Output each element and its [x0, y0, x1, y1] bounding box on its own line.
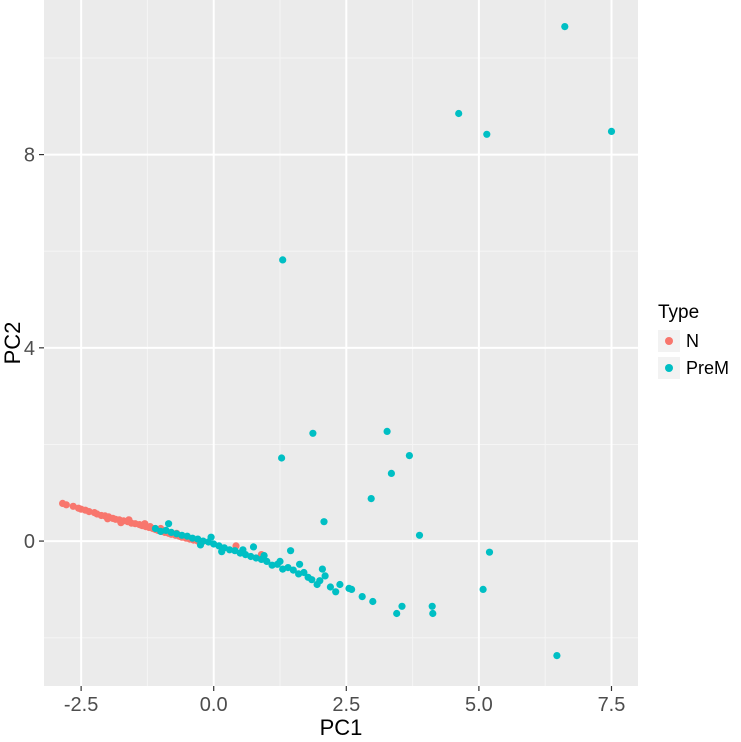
y-axis: 0 4 8 — [24, 145, 44, 553]
legend-items: N PreM — [658, 330, 729, 379]
x-axis: -2.5 0.0 2.5 5.0 7.5 — [64, 686, 625, 716]
point-prem — [383, 427, 391, 435]
x-axis-title: PC1 — [320, 715, 363, 740]
point-prem — [369, 597, 377, 606]
point-prem — [207, 533, 215, 541]
legend-label-prem: PreM — [686, 358, 729, 378]
point-prem — [485, 548, 494, 556]
point-prem — [483, 130, 491, 138]
point-prem — [387, 469, 395, 477]
point-prem — [165, 520, 173, 528]
point-prem — [278, 454, 286, 462]
point-prem — [276, 557, 284, 566]
x-tick-label: 7.5 — [598, 694, 626, 716]
legend-key-prem — [665, 364, 673, 372]
point-prem — [263, 557, 271, 566]
point-prem — [348, 585, 356, 594]
point-prem — [260, 552, 268, 560]
y-tick-label: 0 — [24, 531, 35, 553]
point-prem — [239, 546, 247, 554]
point-prem — [326, 583, 334, 591]
point-prem — [231, 547, 239, 555]
point-prem — [151, 524, 159, 533]
point-n — [104, 515, 112, 523]
plot-panel — [44, 0, 638, 686]
point-prem — [336, 580, 344, 589]
point-prem — [218, 548, 226, 556]
legend-title: Type — [658, 302, 699, 323]
point-prem — [553, 652, 561, 660]
legend-key-n — [665, 337, 673, 345]
point-prem — [320, 518, 328, 526]
point-prem — [332, 588, 340, 596]
point-prem — [157, 527, 165, 536]
major-gridlines — [44, 0, 638, 686]
point-prem — [279, 256, 287, 264]
point-prem — [415, 531, 424, 539]
point-prem — [479, 585, 487, 594]
point-prem — [367, 495, 375, 503]
legend-label-n: N — [686, 331, 699, 351]
point-prem — [249, 543, 258, 551]
point-prem — [318, 565, 326, 573]
legend: Type N PreM — [658, 302, 729, 379]
point-prem — [268, 561, 276, 569]
point-n — [117, 519, 125, 527]
point-prem — [196, 541, 205, 549]
minor-gridlines — [44, 0, 638, 686]
point-n — [62, 501, 70, 509]
x-tick-label: -2.5 — [64, 694, 98, 716]
x-tick-label: 2.5 — [332, 694, 360, 716]
point-prem — [279, 565, 287, 573]
y-axis-title: PC2 — [0, 322, 25, 365]
point-prem — [358, 593, 366, 601]
point-prem — [429, 609, 437, 618]
point-prem — [296, 560, 304, 568]
point-prem — [321, 572, 329, 580]
point-prem — [194, 535, 202, 543]
point-prem — [405, 452, 413, 460]
point-n — [141, 520, 149, 528]
point-prem — [428, 602, 436, 610]
point-prem — [313, 580, 321, 589]
point-prem — [607, 127, 616, 135]
point-prem — [455, 109, 463, 118]
point-prem — [287, 547, 295, 555]
point-prem — [393, 609, 401, 618]
point-n — [125, 516, 133, 524]
y-tick-label: 4 — [24, 338, 35, 360]
x-tick-label: 5.0 — [465, 694, 493, 716]
x-tick-label: 0.0 — [200, 694, 228, 716]
data-points — [59, 23, 616, 660]
point-prem — [309, 429, 317, 437]
point-prem — [561, 23, 569, 31]
point-prem — [304, 573, 312, 581]
y-tick-label: 8 — [24, 145, 35, 167]
point-prem — [183, 532, 191, 540]
point-prem — [398, 602, 406, 610]
point-prem — [295, 570, 303, 578]
